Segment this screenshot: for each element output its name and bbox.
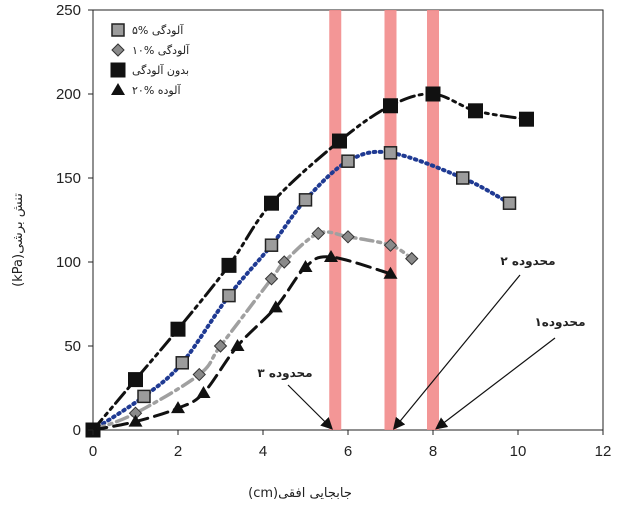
data-point (264, 272, 279, 286)
data-point (298, 193, 313, 207)
data-point (341, 154, 355, 168)
x-tick-label: 12 (595, 443, 612, 460)
legend-label: ۲۰% آلوده (132, 83, 181, 97)
data-point (110, 62, 126, 78)
x-tick-label: 4 (259, 443, 267, 460)
data-point (277, 255, 291, 269)
data-point (196, 386, 211, 399)
data-point (111, 43, 125, 57)
series-line (91, 230, 414, 432)
annotation-label: محدوده ۲ (500, 254, 555, 269)
y-tick-label: 50 (64, 338, 81, 355)
data-point (405, 251, 419, 266)
data-point (383, 98, 398, 114)
annotations: محدوده ۳ محدوده ۲ محدوده۱ (257, 254, 586, 430)
data-point (171, 401, 185, 414)
data-point (221, 257, 237, 273)
data-point (213, 339, 228, 353)
highlight-band (427, 10, 439, 430)
data-point (170, 321, 186, 337)
highlight-band (384, 10, 397, 430)
highlight-band (329, 10, 342, 430)
y-axis-title: تنش برشی(kPa) (11, 193, 26, 287)
data-point (137, 389, 151, 404)
legend-label: بدون آلودگی (132, 63, 189, 77)
x-axis-title: جابجایی افقی(cm) (248, 486, 352, 501)
series-line (91, 92, 528, 432)
data-point (332, 133, 347, 149)
series-markers (85, 86, 534, 438)
data-point (192, 367, 206, 382)
series-lines (91, 92, 528, 432)
data-point (383, 146, 398, 160)
data-point (456, 171, 470, 185)
x-tick-label: 2 (174, 443, 182, 460)
x-tick-label: 0 (89, 443, 97, 460)
x-tick-label: 6 (344, 443, 352, 460)
data-point (111, 23, 125, 37)
legend-label: ۱۰% آلودگی (132, 43, 190, 57)
highlight-bands (329, 10, 439, 430)
data-point (298, 260, 313, 273)
data-point (268, 300, 283, 313)
data-point (175, 356, 189, 370)
data-point (502, 196, 517, 210)
data-point (111, 83, 125, 95)
data-point (264, 195, 279, 211)
legend: ۵% آلودگی ۱۰% آلودگی بدون آلودگی ۲۰% آلوده (110, 23, 190, 97)
data-point (128, 414, 143, 427)
data-point (519, 111, 534, 127)
x-tick-label: 10 (510, 443, 527, 460)
annotation-label: محدوده ۳ (257, 366, 312, 381)
data-point (128, 372, 143, 388)
data-point (425, 86, 441, 102)
series-line (91, 149, 512, 432)
legend-label: ۵% آلودگی (132, 23, 184, 37)
data-point (341, 230, 355, 244)
data-point (324, 249, 338, 262)
y-tick-label: 100 (56, 254, 81, 271)
annotation-label: محدوده۱ (534, 315, 585, 330)
y-tick-label: 250 (56, 2, 81, 19)
data-point (222, 288, 236, 303)
data-point (86, 423, 100, 435)
annotation-arrow (287, 384, 333, 430)
data-point (468, 103, 483, 119)
data-point (264, 238, 279, 252)
x-tick-label: 8 (429, 443, 437, 460)
annotation-arrow (435, 337, 556, 430)
y-tick-label: 0 (73, 422, 81, 439)
y-tick-label: 200 (56, 86, 81, 103)
axis-ticks: 0 2 4 6 8 10 12 0 50 100 150 200 250 (56, 2, 611, 460)
data-point (383, 266, 398, 279)
data-point (311, 226, 325, 241)
data-point (383, 238, 398, 252)
annotation-arrow (392, 274, 521, 430)
data-point (230, 339, 245, 351)
y-tick-label: 150 (56, 170, 81, 187)
